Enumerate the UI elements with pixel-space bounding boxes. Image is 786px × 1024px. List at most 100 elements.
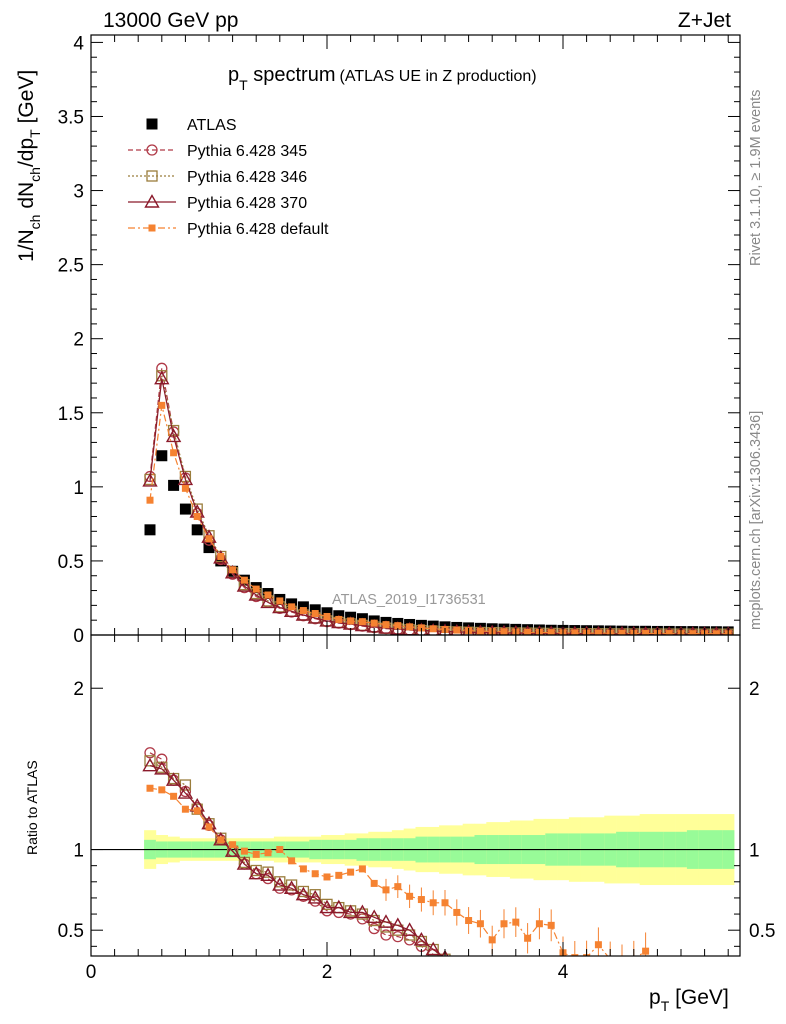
ylabel-b: dN	[15, 182, 38, 215]
main-point-4-36	[571, 629, 579, 635]
ratio-point-3-23	[417, 896, 425, 904]
ratio-point-1-14	[309, 889, 321, 901]
header-left: 13000 GeV pp	[103, 9, 238, 32]
ratio-point-2-23	[413, 931, 430, 946]
legend: ATLAS Pythia 6.428 345 Pythia 6.428 346 …	[128, 117, 329, 238]
ratio-point-3-33	[535, 920, 543, 928]
main-point-4-46	[689, 630, 697, 635]
ratio-point-3-14	[311, 870, 319, 878]
legend-entry-default: Pythia 6.428 default	[128, 221, 329, 238]
ratio-point-2-8	[236, 856, 253, 870]
main-point-0-5	[203, 542, 215, 554]
main-point-4-38	[594, 629, 602, 635]
main-point-0-3	[179, 503, 191, 515]
ratio-point-3-31	[512, 918, 520, 926]
ratio-ylabel: Ratio to ATLAS	[24, 760, 40, 855]
legend-label-370: Pythia 6.428 370	[187, 195, 307, 212]
legend-marker-4	[148, 224, 156, 232]
header-right: Z+Jet	[678, 9, 731, 32]
ratio-point-2-15	[319, 899, 335, 914]
ratio-point-2-11	[272, 877, 288, 891]
ratio-point-0-19	[368, 922, 380, 935]
main-ytick-label: 3.5	[58, 107, 84, 128]
main-ytick-label: 1.5	[58, 404, 84, 425]
ratio-point-2-0	[142, 757, 158, 772]
main-point-3-1	[154, 370, 170, 385]
ratio-frame	[90, 634, 741, 957]
legend-marker-1	[146, 144, 158, 156]
main-ytick-label: 4	[73, 33, 84, 54]
ratio-point-1-12	[285, 879, 298, 891]
x-tick-label: 0	[86, 962, 97, 983]
watermark: ATLAS_2019_I1736531	[332, 592, 486, 608]
ratio-point-2-1	[154, 760, 170, 775]
main-point-0-4	[191, 524, 203, 536]
ratio-point-3-15	[323, 873, 331, 881]
ratio-point-3-12	[288, 857, 296, 865]
main-point-4-4	[193, 512, 201, 520]
mcplots-label: mcplots.cern.ch [arXiv:1306.3436]	[748, 411, 764, 630]
main-point-4-6	[217, 552, 225, 560]
legend-marker-0	[146, 118, 158, 130]
main-point-4-5	[205, 535, 213, 543]
main-point-4-34	[547, 629, 555, 635]
ratio-point-3-36	[571, 954, 579, 956]
main-point-4-28	[476, 627, 484, 635]
ratio-point-2-19	[366, 909, 382, 923]
main-point-0-1	[156, 450, 168, 462]
legend-symbol-346	[128, 170, 176, 182]
ratio-point-3-10	[264, 849, 272, 857]
main-point-4-32	[524, 628, 532, 635]
ratio-point-3-4	[193, 807, 201, 815]
ratio-point-3-28	[476, 920, 484, 928]
x-axis-label: pT [GeV]	[649, 986, 729, 1014]
main-point-4-30	[500, 628, 508, 635]
main-point-4-18	[358, 618, 366, 626]
plot-frames: 00.511.522.533.540 2 40.5 0.51 12 2	[58, 33, 776, 983]
ylabel-a-sub: ch	[27, 215, 43, 230]
main-point-4-20	[382, 621, 390, 629]
ratio-point-3-7	[229, 841, 237, 849]
main-point-4-44	[665, 630, 673, 635]
legend-entry-370: Pythia 6.428 370	[128, 194, 307, 212]
chart-title: pT spectrum (ATLAS UE in Z production)	[228, 64, 537, 93]
ratio-point-2-7	[224, 843, 241, 857]
main-point-3-0	[142, 473, 158, 487]
main-point-4-2	[170, 449, 178, 457]
title-paren: (ATLAS UE in Z production)	[340, 68, 537, 85]
main-line-4	[149, 405, 729, 635]
x-tick-label: 2	[322, 962, 333, 983]
main-point-4-3	[181, 484, 189, 492]
legend-label-346: Pythia 6.428 346	[187, 169, 307, 186]
ratio-point-3-22	[406, 892, 414, 900]
ratio-ytick-label-right: 1	[749, 841, 760, 862]
main-ytick-label: 3	[73, 182, 84, 203]
x-tick-label: 4	[558, 962, 569, 983]
legend-label-345: Pythia 6.428 345	[187, 143, 307, 160]
main-point-4-0	[146, 496, 154, 504]
ratio-point-2-10	[260, 867, 276, 882]
ratio-point-3-38	[594, 941, 602, 949]
ylabel-d: [GeV]	[15, 70, 38, 130]
ratio-point-1-10	[262, 866, 274, 878]
ratio-point-2-24	[425, 941, 441, 956]
ratio-ytick-label-left: 2	[73, 679, 84, 700]
ratio-point-1-15	[321, 898, 333, 911]
ratio-point-3-19	[370, 879, 378, 887]
main-point-4-42	[642, 629, 650, 635]
main-point-0-13	[297, 601, 309, 613]
main-point-3-10	[260, 594, 276, 609]
legend-symbol-370	[128, 194, 176, 208]
legend-entry-345: Pythia 6.428 345	[128, 143, 307, 160]
ratio-point-3-18	[358, 865, 366, 873]
ratio-point-3-9	[252, 850, 260, 858]
main-point-4-22	[406, 623, 414, 631]
ratio-ytick-label-left: 0.5	[58, 921, 84, 942]
main-point-4-15	[323, 612, 331, 620]
legend-marker-2	[146, 170, 158, 182]
ratio-point-3-2	[170, 792, 178, 800]
title-rest: spectrum	[248, 64, 336, 86]
ratio-point-3-34	[547, 921, 555, 929]
main-point-2-3	[179, 470, 192, 483]
main-point-4-10	[264, 591, 272, 599]
